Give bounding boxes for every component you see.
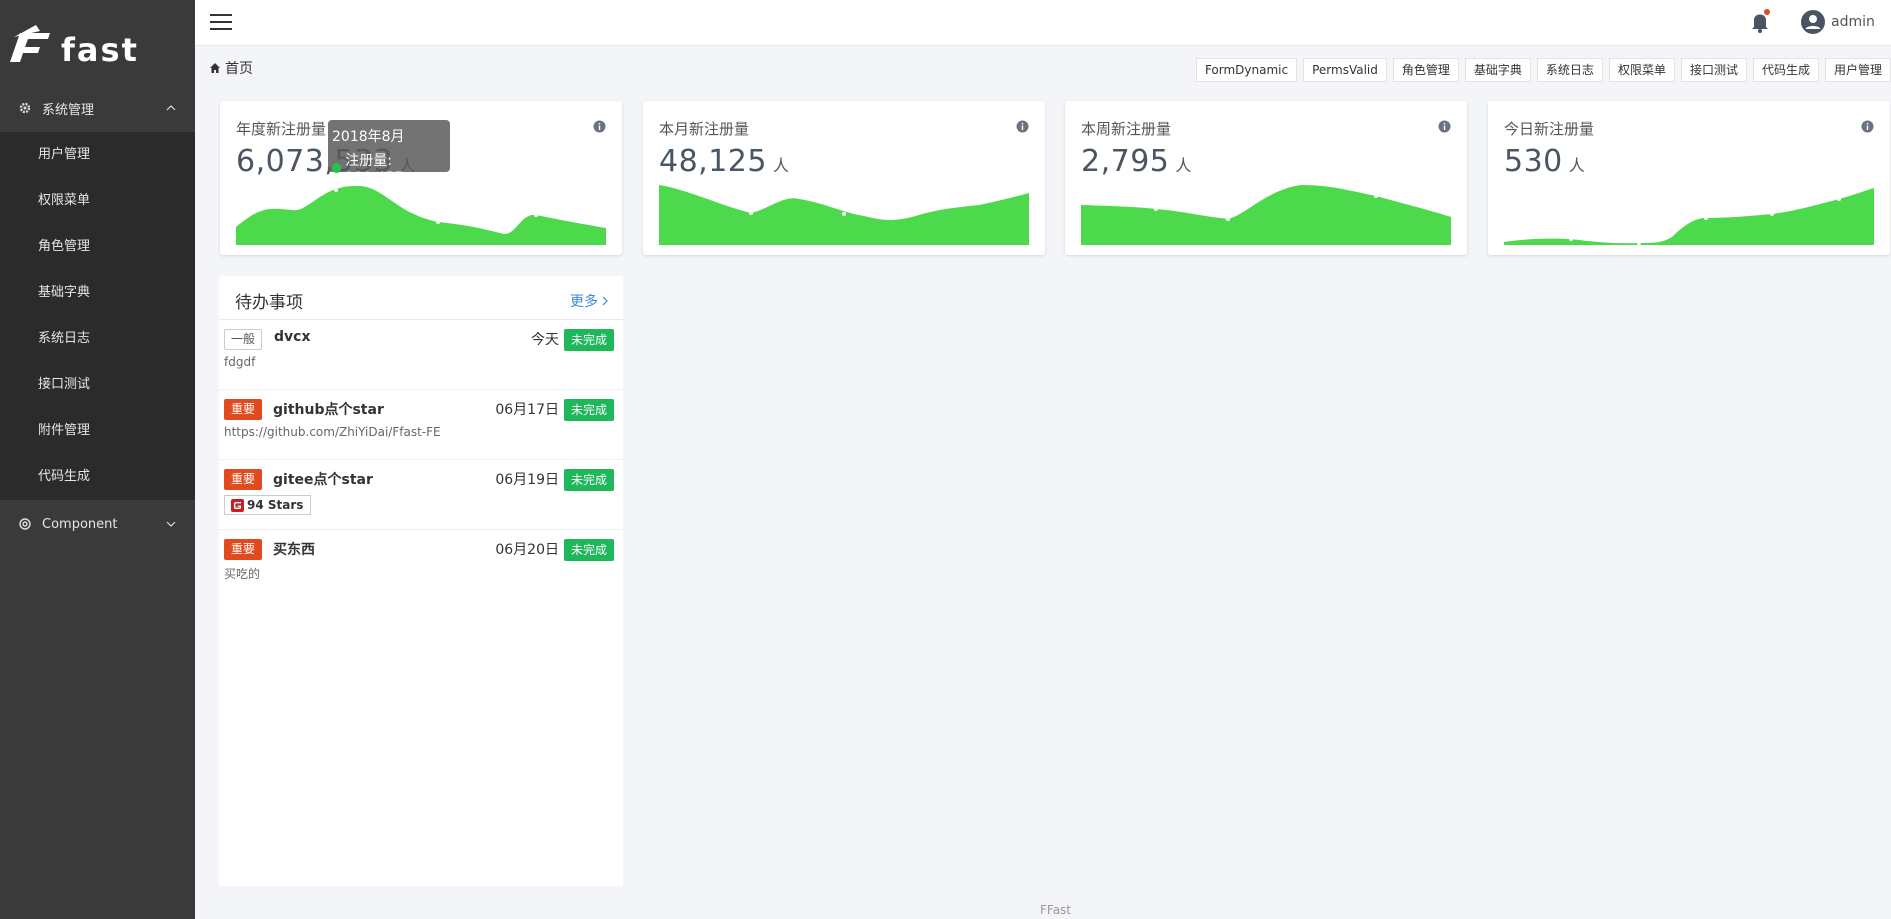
sparkline-chart bbox=[1504, 188, 1874, 245]
tab-permissions[interactable]: 权限菜单 bbox=[1608, 58, 1675, 82]
info-icon[interactable] bbox=[1438, 120, 1451, 133]
todo-item[interactable]: 重要 买东西 06月20日 未完成 买吃的 bbox=[219, 530, 623, 600]
tab-form-dynamic[interactable]: FormDynamic bbox=[1195, 58, 1298, 82]
level-badge: 一般 bbox=[224, 329, 263, 350]
todo-desc: 买吃的 bbox=[224, 567, 261, 581]
todo-date: 06月20日 bbox=[495, 542, 559, 558]
sparkline-chart bbox=[236, 185, 606, 245]
chart-tooltip: 2018年8月 注册量: 280,457 bbox=[328, 120, 450, 186]
sidebar-item-permissions[interactable]: 权限菜单 bbox=[38, 193, 91, 208]
sparkline-chart bbox=[1081, 185, 1451, 245]
level-badge: 重要 bbox=[224, 399, 263, 420]
tab-codegen[interactable]: 代码生成 bbox=[1752, 58, 1819, 82]
home-icon bbox=[209, 62, 221, 74]
chevron-up-icon bbox=[165, 102, 177, 114]
series-dot-icon bbox=[332, 163, 342, 173]
todo-date: 06月17日 bbox=[495, 402, 559, 418]
status-badge: 未完成 bbox=[563, 399, 614, 421]
top-header: admin bbox=[195, 0, 1891, 46]
sidebar-item-dictionary[interactable]: 基础字典 bbox=[38, 285, 91, 300]
sidebar-item-logs[interactable]: 系统日志 bbox=[38, 331, 91, 346]
svg-text:fast: fast bbox=[61, 31, 139, 67]
menu-group-label: Component bbox=[42, 516, 118, 532]
todo-title: 待办事项 bbox=[235, 293, 303, 313]
tooltip-value: 注册量: 280,457 bbox=[345, 153, 404, 186]
stat-card-month: 本月新注册量 48,125 人 bbox=[643, 101, 1045, 255]
stat-title: 本月新注册量 bbox=[659, 120, 750, 138]
chevron-right-icon bbox=[602, 296, 608, 306]
submenu-system: 用户管理 权限菜单 角色管理 基础字典 系统日志 接口测试 附件管理 代码生成 bbox=[0, 132, 195, 500]
sidebar-item-users[interactable]: 用户管理 bbox=[38, 147, 91, 162]
level-badge: 重要 bbox=[224, 469, 263, 490]
stat-value: 530 人 bbox=[1504, 144, 1586, 179]
menu-group-system[interactable]: 系统管理 bbox=[0, 84, 195, 132]
tab-perms-valid[interactable]: PermsValid bbox=[1303, 58, 1387, 82]
status-badge: 未完成 bbox=[563, 329, 614, 351]
breadcrumb-label: 首页 bbox=[225, 61, 253, 77]
stat-value: 48,125 人 bbox=[659, 144, 790, 179]
user-menu[interactable]: admin bbox=[1801, 10, 1875, 34]
gitee-icon bbox=[231, 498, 244, 512]
ffast-logo-icon: fast bbox=[10, 25, 139, 67]
logo[interactable]: fast bbox=[0, 0, 195, 84]
todo-card: 待办事项 更多 一般 dvcx 今天 未完成 fdgdf 重要 github点个… bbox=[219, 276, 623, 886]
component-icon bbox=[18, 517, 32, 531]
todo-item[interactable]: 一般 dvcx 今天 未完成 fdgdf bbox=[219, 320, 623, 390]
todo-name: gitee点个star bbox=[273, 472, 373, 488]
avatar-icon bbox=[1801, 10, 1825, 34]
tab-logs[interactable]: 系统日志 bbox=[1536, 58, 1603, 82]
todo-name: github点个star bbox=[273, 402, 384, 418]
sidebar-item-roles[interactable]: 角色管理 bbox=[38, 239, 91, 254]
todo-date: 今天 bbox=[531, 332, 559, 348]
stat-card-today: 今日新注册量 530 人 bbox=[1488, 101, 1890, 255]
sidebar-item-attachments[interactable]: 附件管理 bbox=[38, 423, 91, 438]
menu-toggle-icon[interactable] bbox=[210, 11, 234, 33]
gear-icon bbox=[18, 101, 32, 115]
footer: FFast bbox=[1040, 903, 1072, 917]
info-icon[interactable] bbox=[1016, 120, 1029, 133]
level-badge: 重要 bbox=[224, 539, 263, 560]
info-icon[interactable] bbox=[1861, 120, 1874, 133]
more-label: 更多 bbox=[570, 294, 598, 310]
more-link[interactable]: 更多 bbox=[570, 291, 609, 311]
menu-group-label: 系统管理 bbox=[42, 102, 95, 118]
stat-title: 今日新注册量 bbox=[1504, 120, 1595, 138]
todo-item[interactable]: 重要 gitee点个star 06月19日 未完成 94 Stars bbox=[219, 460, 623, 530]
sparkline-chart bbox=[659, 185, 1029, 245]
tooltip-title: 2018年8月 bbox=[332, 129, 405, 145]
stars-count: 94 Stars bbox=[247, 498, 304, 512]
info-icon[interactable] bbox=[593, 120, 606, 133]
stat-value: 2,795 人 bbox=[1081, 144, 1192, 179]
breadcrumb[interactable]: 首页 bbox=[209, 58, 253, 78]
todo-name: dvcx bbox=[274, 329, 311, 345]
todo-header: 待办事项 更多 bbox=[219, 276, 623, 320]
status-badge: 未完成 bbox=[563, 469, 614, 491]
todo-date: 06月19日 bbox=[495, 472, 559, 488]
todo-name: 买东西 bbox=[273, 542, 315, 558]
todo-item[interactable]: 重要 github点个star 06月17日 未完成 https://githu… bbox=[219, 390, 623, 460]
sidebar-item-api-test[interactable]: 接口测试 bbox=[38, 377, 91, 392]
tab-api-test[interactable]: 接口测试 bbox=[1680, 58, 1747, 82]
stat-title: 年度新注册量 bbox=[236, 120, 327, 138]
todo-desc[interactable]: https://github.com/ZhiYiDai/Ffast-FE bbox=[224, 425, 441, 439]
notification-bell-icon[interactable] bbox=[1747, 9, 1773, 35]
stat-card-week: 本周新注册量 2,795 人 bbox=[1065, 101, 1467, 255]
sidebar: fast 系统管理 用户管理 权限菜单 角色管理 基础字典 系统日志 接口测试 … bbox=[0, 0, 195, 919]
stat-title: 本周新注册量 bbox=[1081, 120, 1172, 138]
user-name: admin bbox=[1831, 14, 1875, 30]
tab-users[interactable]: 用户管理 bbox=[1824, 58, 1891, 82]
sidebar-item-codegen[interactable]: 代码生成 bbox=[38, 469, 91, 484]
tab-dictionary[interactable]: 基础字典 bbox=[1464, 58, 1531, 82]
status-badge: 未完成 bbox=[563, 539, 614, 561]
visited-tabs: FormDynamic PermsValid 角色管理 基础字典 系统日志 权限… bbox=[1195, 58, 1891, 82]
menu-group-component[interactable]: Component bbox=[0, 500, 195, 548]
todo-desc: fdgdf bbox=[224, 355, 256, 369]
tab-roles[interactable]: 角色管理 bbox=[1392, 58, 1459, 82]
gitee-stars-badge[interactable]: 94 Stars bbox=[224, 495, 311, 515]
chevron-down-icon bbox=[165, 518, 177, 530]
